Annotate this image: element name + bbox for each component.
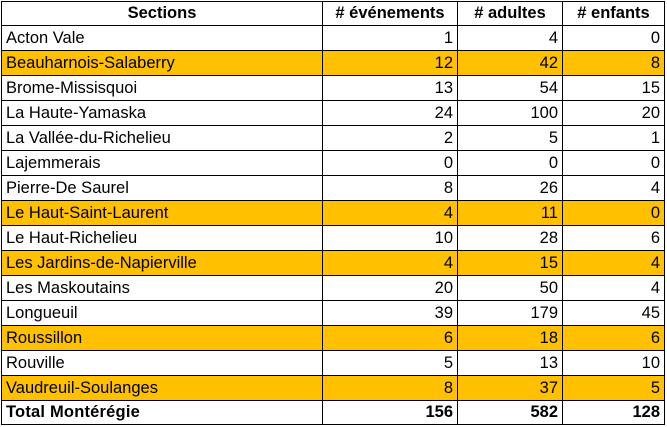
table-row: Acton Vale 1 4 0	[1, 25, 665, 51]
evenements-cell: 4	[322, 200, 458, 226]
enfants-cell: 4	[562, 175, 665, 201]
evenements-cell: 13	[322, 75, 458, 101]
evenements-cell: 12	[322, 50, 458, 76]
enfants-cell: 4	[562, 250, 665, 276]
table-row: La Vallée-du-Richelieu 2 5 1	[1, 125, 665, 151]
enfants-cell: 5	[562, 375, 665, 401]
table-row: Pierre-De Saurel 8 26 4	[1, 175, 665, 201]
enfants-cell: 0	[562, 25, 665, 51]
section-cell: Les Maskoutains	[1, 275, 323, 301]
enfants-cell: 4	[562, 275, 665, 301]
table-row: Roussillon 6 18 6	[1, 325, 665, 351]
enfants-cell: 45	[562, 300, 665, 326]
table-row: Vaudreuil-Soulanges 8 37 5	[1, 375, 665, 401]
adultes-cell: 42	[457, 50, 563, 76]
total-adultes: 582	[457, 400, 563, 425]
section-cell: Roussillon	[1, 325, 323, 351]
table-row: Longueuil 39 179 45	[1, 300, 665, 326]
adultes-cell: 15	[457, 250, 563, 276]
table-row: Brome-Missisquoi 13 54 15	[1, 75, 665, 101]
evenements-cell: 1	[322, 25, 458, 51]
header-row: Sections # événements # adultes # enfant…	[1, 1, 665, 26]
header-adultes: # adultes	[457, 1, 563, 26]
evenements-cell: 24	[322, 100, 458, 126]
section-cell: Brome-Missisquoi	[1, 75, 323, 101]
table-row: La Haute-Yamaska 24 100 20	[1, 100, 665, 126]
enfants-cell: 1	[562, 125, 665, 151]
enfants-cell: 6	[562, 225, 665, 251]
evenements-cell: 10	[322, 225, 458, 251]
evenements-cell: 8	[322, 175, 458, 201]
enfants-cell: 20	[562, 100, 665, 126]
adultes-cell: 13	[457, 350, 563, 376]
section-cell: La Vallée-du-Richelieu	[1, 125, 323, 151]
enfants-cell: 15	[562, 75, 665, 101]
table-row: Le Haut-Richelieu 10 28 6	[1, 225, 665, 251]
table-row: Les Jardins-de-Napierville 4 15 4	[1, 250, 665, 276]
total-enfants: 128	[562, 400, 665, 425]
adultes-cell: 5	[457, 125, 563, 151]
header-evenements: # événements	[322, 1, 458, 26]
adultes-cell: 28	[457, 225, 563, 251]
adultes-cell: 100	[457, 100, 563, 126]
adultes-cell: 26	[457, 175, 563, 201]
evenements-cell: 39	[322, 300, 458, 326]
section-cell: Beauharnois-Salaberry	[1, 50, 323, 76]
header-enfants: # enfants	[562, 1, 665, 26]
total-evenements: 156	[322, 400, 458, 425]
evenements-cell: 5	[322, 350, 458, 376]
section-cell: Le Haut-Richelieu	[1, 225, 323, 251]
section-cell: Rouville	[1, 350, 323, 376]
evenements-cell: 0	[322, 150, 458, 176]
evenements-cell: 6	[322, 325, 458, 351]
section-cell: Pierre-De Saurel	[1, 175, 323, 201]
evenements-cell: 4	[322, 250, 458, 276]
evenements-cell: 2	[322, 125, 458, 151]
adultes-cell: 11	[457, 200, 563, 226]
adultes-cell: 18	[457, 325, 563, 351]
section-cell: La Haute-Yamaska	[1, 100, 323, 126]
enfants-cell: 0	[562, 150, 665, 176]
adultes-cell: 0	[457, 150, 563, 176]
table-row: Lajemmerais 0 0 0	[1, 150, 665, 176]
adultes-cell: 54	[457, 75, 563, 101]
enfants-cell: 10	[562, 350, 665, 376]
header-sections: Sections	[1, 1, 323, 26]
section-cell: Lajemmerais	[1, 150, 323, 176]
table-row: Les Maskoutains 20 50 4	[1, 275, 665, 301]
adultes-cell: 37	[457, 375, 563, 401]
evenements-cell: 20	[322, 275, 458, 301]
section-cell: Les Jardins-de-Napierville	[1, 250, 323, 276]
table-body: Acton Vale 1 4 0 Beauharnois-Salaberry 12 42 8 B…	[1, 25, 665, 401]
adultes-cell: 50	[457, 275, 563, 301]
table-row: Le Haut-Saint-Laurent 4 11 0	[1, 200, 665, 226]
table-row: Rouville 5 13 10	[1, 350, 665, 376]
total-row: Total Montérégie 156 582 128	[1, 400, 665, 425]
section-cell: Vaudreuil-Soulanges	[1, 375, 323, 401]
enfants-cell: 6	[562, 325, 665, 351]
section-cell: Acton Vale	[1, 25, 323, 51]
section-cell: Le Haut-Saint-Laurent	[1, 200, 323, 226]
enfants-cell: 8	[562, 50, 665, 76]
adultes-cell: 4	[457, 25, 563, 51]
total-label: Total Montérégie	[1, 400, 323, 425]
table-row: Beauharnois-Salaberry 12 42 8	[1, 50, 665, 76]
adultes-cell: 179	[457, 300, 563, 326]
enfants-cell: 0	[562, 200, 665, 226]
evenements-cell: 8	[322, 375, 458, 401]
section-cell: Longueuil	[1, 300, 323, 326]
